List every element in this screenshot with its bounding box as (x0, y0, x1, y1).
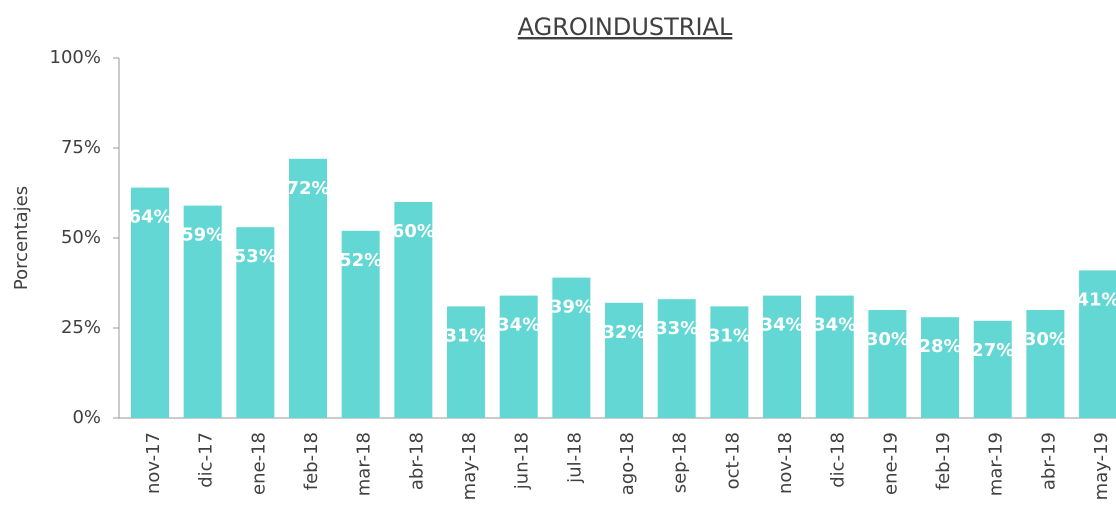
x-tick-label: mar-18 (354, 432, 375, 496)
value-label: 39% (550, 297, 593, 318)
bar (605, 302, 644, 418)
bar (236, 227, 275, 418)
y-tick-label: 100% (50, 47, 101, 68)
y-axis-label: Porcentajes (11, 186, 32, 290)
bar (868, 310, 907, 418)
value-label: 28% (919, 336, 962, 357)
chart-title: AGROINDUSTRIAL (518, 13, 733, 41)
bar (1079, 270, 1116, 418)
value-label: 52% (339, 250, 382, 271)
bar (815, 295, 854, 418)
bar (1026, 310, 1065, 418)
y-tick-label: 25% (61, 317, 101, 338)
x-tick-label: abr-19 (1038, 432, 1059, 490)
x-tick-label: mar-19 (986, 432, 1007, 496)
x-tick-label: ago-18 (617, 432, 638, 495)
bar (394, 202, 433, 418)
x-tick-label: nov-17 (143, 432, 164, 494)
y-tick-label: 75% (61, 137, 101, 158)
value-label: 27% (971, 340, 1014, 361)
bar (710, 306, 749, 418)
x-tick-label: jun-18 (512, 432, 533, 490)
value-label: 64% (128, 207, 171, 228)
bar (131, 187, 169, 418)
value-label: 53% (234, 246, 277, 267)
x-tick-label: may-19 (1091, 432, 1112, 500)
value-label: 30% (1024, 329, 1067, 350)
value-label: 30% (866, 329, 909, 350)
bar (341, 230, 380, 418)
value-label: 34% (497, 315, 540, 336)
value-label: 72% (286, 178, 329, 199)
bar (921, 317, 960, 418)
bar (973, 320, 1012, 418)
value-label: 32% (602, 322, 645, 343)
value-label: 34% (813, 315, 856, 336)
value-label: 31% (708, 325, 751, 346)
x-tick-label: dic-18 (828, 432, 849, 488)
value-label: 33% (655, 318, 698, 339)
value-label: 60% (392, 221, 435, 242)
bar (289, 158, 328, 419)
y-tick-label: 50% (61, 227, 101, 248)
value-label: 41% (1077, 289, 1116, 310)
bar (183, 205, 222, 418)
x-tick-label: oct-18 (722, 432, 743, 489)
x-tick-label: feb-19 (933, 432, 954, 490)
x-tick-label: may-18 (459, 432, 480, 500)
y-tick-label: 0% (72, 407, 101, 428)
x-tick-label: feb-18 (301, 432, 322, 490)
bar (499, 295, 538, 418)
x-tick-label: jul-18 (564, 432, 585, 484)
x-tick-label: nov-18 (775, 432, 796, 494)
bar (447, 306, 486, 418)
bar (763, 295, 802, 418)
x-tick-label: abr-18 (406, 432, 427, 490)
value-label: 34% (760, 315, 803, 336)
x-tick-label: ene-18 (248, 432, 269, 495)
bar (552, 277, 591, 418)
x-tick-label: sep-18 (670, 432, 691, 493)
x-tick-label: ene-19 (880, 432, 901, 495)
value-label: 59% (181, 225, 224, 246)
value-label: 31% (444, 325, 487, 346)
bar (657, 299, 696, 418)
x-tick-label: dic-17 (196, 432, 217, 488)
